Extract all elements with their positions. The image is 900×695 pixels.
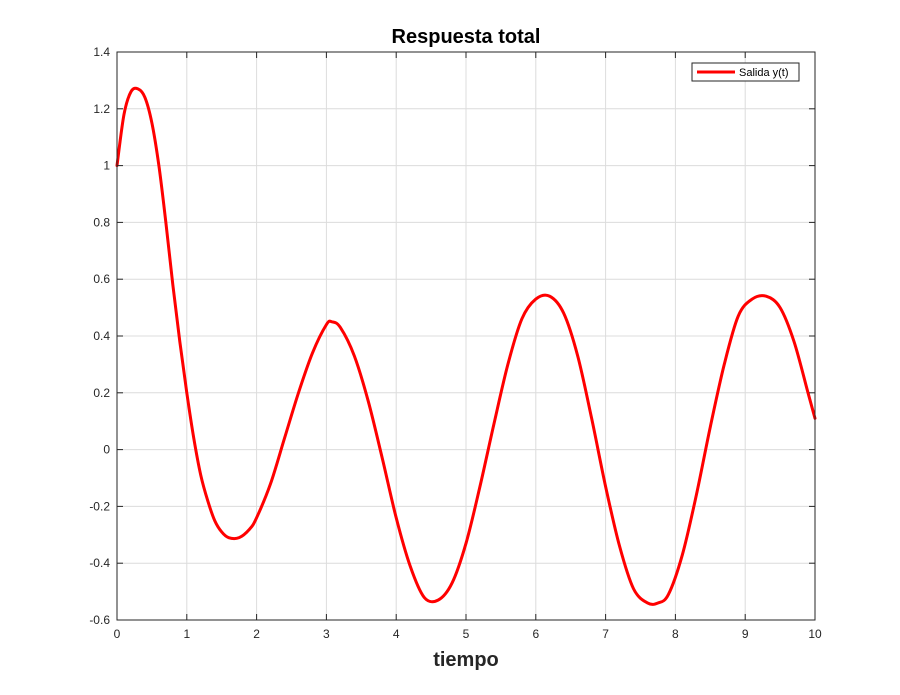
y-tick-label: -0.2 (89, 499, 110, 513)
legend-box (691, 62, 800, 82)
y-tick-label: 0 (103, 443, 110, 457)
y-tick-label: 1.4 (93, 45, 110, 59)
x-tick-label: 2 (253, 627, 260, 641)
x-tick-label: 4 (393, 627, 400, 641)
y-axis: -0.6 -0.4 -0.2 0 0.2 0.4 0.6 0.8 1 1.2 1.4 (89, 45, 815, 627)
x-tick-label: 8 (672, 627, 679, 641)
plot-area: 0 1 2 3 4 5 6 7 8 9 10 -0.6 -0.4 -0.2 0 0.2 0.4 0.6 0.8 1 1… (89, 45, 822, 641)
x-axis-label: tiempo (433, 649, 499, 671)
y-tick-label: 0.4 (93, 329, 110, 343)
x-tick-label: 6 (532, 627, 539, 641)
chart-title: Respuesta total (392, 26, 541, 48)
y-tick-label: 0.2 (93, 386, 110, 400)
x-tick-label: 1 (183, 627, 190, 641)
x-tick-label: 10 (808, 627, 822, 641)
x-tick-label: 7 (602, 627, 609, 641)
series-line-salida[interactable] (115, 86, 817, 606)
y-tick-label: 1.2 (93, 102, 110, 116)
y-tick-label: -0.6 (89, 613, 110, 627)
legend-label: Salida y(t) (739, 67, 789, 79)
x-tick-label: 5 (463, 627, 470, 641)
x-tick-label: 9 (742, 627, 749, 641)
series-layer (115, 86, 817, 606)
legend[interactable]: Salida y(t) (691, 62, 800, 82)
y-tick-label: 1 (103, 159, 110, 173)
y-tick-label: 0.6 (93, 272, 110, 286)
y-tick-label: -0.4 (89, 556, 110, 570)
x-tick-label: 3 (323, 627, 330, 641)
y-tick-label: 0.8 (93, 215, 110, 229)
x-tick-label: 0 (114, 627, 121, 641)
x-axis: 0 1 2 3 4 5 6 7 8 9 10 (114, 52, 822, 641)
